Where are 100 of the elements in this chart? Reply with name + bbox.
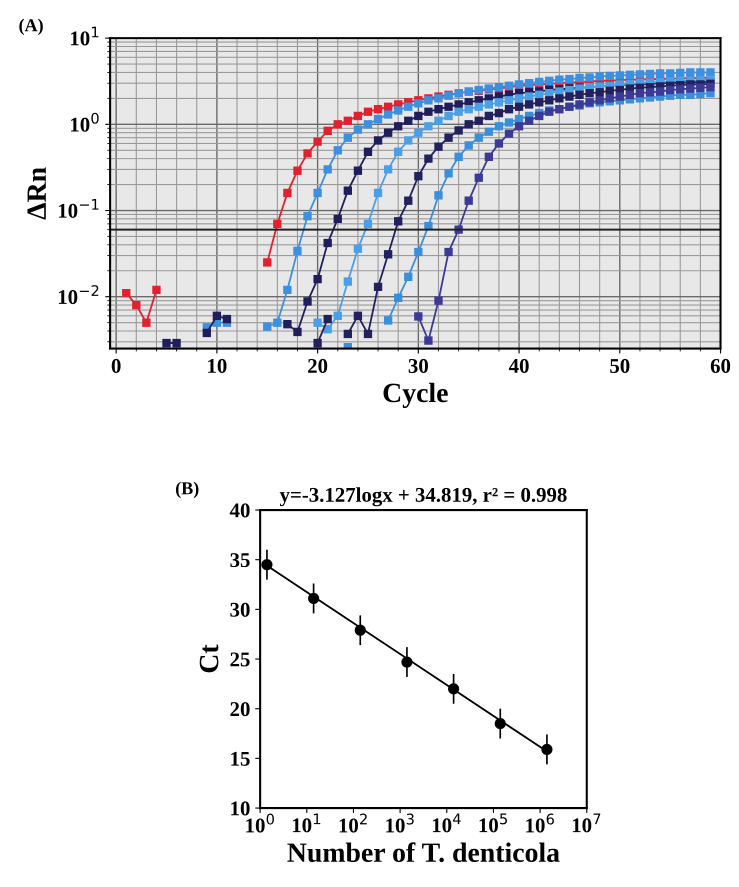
x-tick-label: 50 (610, 358, 630, 373)
point (172, 338, 181, 348)
point (404, 272, 412, 282)
point (344, 277, 352, 286)
point (344, 116, 352, 125)
point (504, 118, 514, 127)
point (504, 96, 514, 104)
point (354, 125, 362, 134)
point (575, 74, 584, 82)
y-tick-label: 40 (230, 503, 250, 518)
point (344, 330, 352, 338)
point (414, 172, 423, 180)
point (616, 92, 624, 101)
point (484, 128, 494, 136)
text: (B) (176, 482, 198, 498)
x-tick-label: 10$^{4}$ (432, 814, 461, 832)
point (313, 137, 322, 146)
point (414, 312, 423, 321)
point (454, 152, 463, 161)
point (263, 258, 272, 267)
point (666, 69, 674, 78)
y-tick-label: 15 (231, 752, 250, 766)
point (142, 318, 151, 327)
point (434, 116, 443, 125)
point (555, 94, 564, 103)
y-axis-title: ΔRn (27, 167, 46, 220)
point (374, 282, 382, 292)
point (384, 250, 392, 259)
point (283, 320, 292, 328)
point (535, 90, 544, 99)
point (404, 136, 412, 145)
point (656, 87, 664, 96)
point (313, 274, 322, 284)
point (334, 146, 342, 154)
point (364, 108, 372, 116)
x-axis-title: Number of T. denticola (287, 842, 560, 862)
point (313, 188, 322, 198)
point (646, 70, 654, 78)
point (494, 108, 504, 118)
point (595, 72, 604, 81)
x-tick-label: 10$^{5}$ (480, 814, 507, 832)
point (535, 98, 544, 106)
point (303, 149, 312, 158)
point (324, 325, 332, 334)
x-tick-label: 0 (112, 358, 121, 373)
point (364, 120, 372, 128)
point (636, 88, 644, 98)
point (334, 312, 342, 320)
point (404, 102, 412, 111)
point (606, 86, 614, 95)
point (394, 294, 402, 302)
point (474, 102, 483, 111)
point (424, 122, 433, 130)
point (354, 244, 362, 253)
point (454, 108, 463, 116)
point (565, 74, 574, 84)
point (313, 338, 322, 348)
point (414, 248, 423, 256)
point (676, 85, 684, 94)
text: (A) (19, 18, 43, 36)
point (324, 238, 332, 248)
point (324, 314, 332, 324)
point (464, 104, 473, 114)
point (626, 90, 634, 99)
point (334, 214, 342, 224)
point (646, 88, 654, 97)
point (414, 99, 423, 108)
point (303, 297, 312, 306)
point (313, 318, 322, 327)
x-tick-label: 10$^{3}$ (386, 814, 414, 833)
x-tick-label: 60 (710, 358, 730, 373)
point (414, 112, 423, 120)
point (474, 116, 483, 125)
y-tick-label: 30 (230, 602, 250, 617)
x-tick-label: 10$^{7}$ (572, 814, 600, 832)
point (464, 196, 473, 205)
point (656, 69, 664, 78)
point (424, 108, 433, 116)
point (273, 318, 282, 327)
chart-title: y=-3.127logx + 34.819, r² = 0.998 (280, 487, 567, 506)
y-tick-label: 10 (231, 801, 250, 816)
point (344, 186, 352, 195)
point (374, 136, 382, 145)
x-tick-label: 20 (308, 358, 328, 373)
point (283, 188, 292, 198)
point (354, 312, 362, 320)
point (434, 296, 443, 305)
point (364, 148, 372, 156)
point (524, 116, 534, 125)
point (454, 126, 463, 135)
point (484, 112, 494, 120)
point (364, 220, 372, 228)
point (666, 86, 674, 94)
point (555, 75, 564, 84)
point (354, 112, 362, 120)
point (696, 84, 705, 92)
point (394, 148, 402, 156)
point (404, 116, 412, 125)
point (303, 212, 312, 220)
y-tick-label: 10$^{−1}$ (58, 199, 98, 218)
